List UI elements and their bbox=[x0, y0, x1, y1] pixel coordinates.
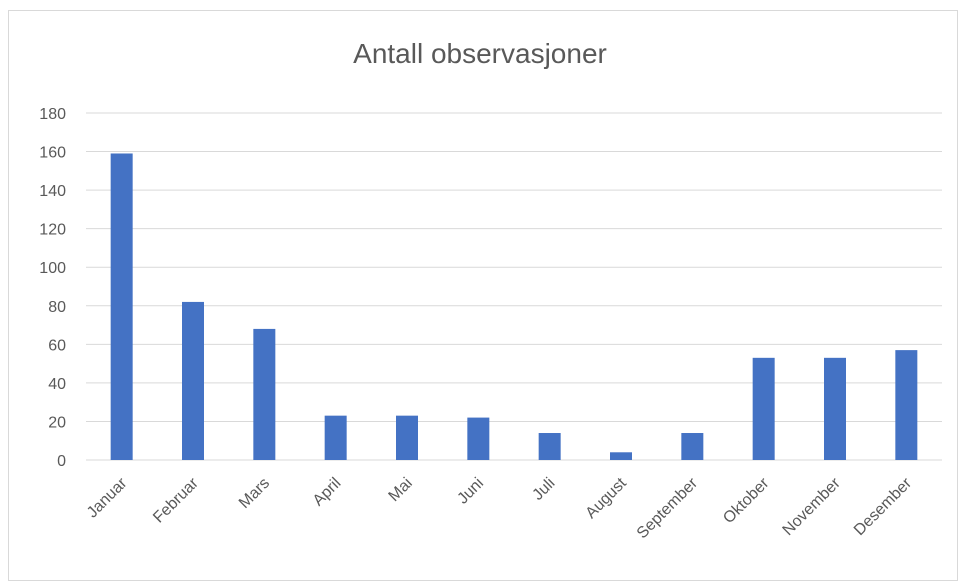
x-tick-label: Januar bbox=[84, 474, 131, 521]
bar-mars bbox=[253, 328, 276, 460]
x-tick-label: September bbox=[634, 474, 702, 542]
x-tick-label: Juli bbox=[529, 475, 558, 504]
y-tick-label: 120 bbox=[39, 222, 66, 239]
x-tick-label: Mai bbox=[386, 475, 416, 505]
bar-mai bbox=[396, 415, 418, 460]
bars bbox=[110, 153, 918, 460]
x-tick-label: November bbox=[780, 474, 845, 539]
chart-frame bbox=[8, 10, 958, 581]
x-tick-label: Desember bbox=[851, 474, 916, 539]
bar-februar bbox=[182, 301, 204, 460]
x-tick-label: Februar bbox=[150, 474, 202, 526]
y-tick-label: 100 bbox=[39, 260, 66, 277]
bar-desember bbox=[895, 350, 918, 460]
x-tick-label: Mars bbox=[236, 475, 273, 512]
bar-juni bbox=[467, 417, 490, 460]
chart-title: Antall observasjoner bbox=[353, 38, 607, 69]
bar-juli bbox=[538, 433, 561, 460]
x-tick-label: Juni bbox=[454, 475, 487, 508]
bar-oktober bbox=[752, 357, 775, 460]
x-tick-label: August bbox=[583, 474, 631, 522]
gridlines bbox=[86, 112, 942, 461]
x-tick-label: April bbox=[310, 475, 345, 510]
y-tick-label: 160 bbox=[39, 145, 66, 162]
y-tick-label: 80 bbox=[48, 299, 66, 316]
bar-november bbox=[824, 357, 846, 460]
bar-januar bbox=[110, 153, 133, 460]
y-tick-label: 0 bbox=[57, 453, 66, 470]
y-tick-label: 60 bbox=[48, 337, 66, 354]
y-tick-label: 180 bbox=[39, 106, 66, 123]
bar-april bbox=[324, 415, 347, 460]
x-axis-ticks: Januar Februar Mars April Mai Juni Juli August S… bbox=[84, 474, 916, 542]
y-tick-label: 140 bbox=[39, 183, 66, 200]
y-tick-label: 40 bbox=[48, 376, 66, 393]
y-axis-ticks: 0 20 40 60 80 100 120 140 160 180 bbox=[39, 106, 66, 470]
bar-august bbox=[610, 452, 632, 460]
bar-september bbox=[681, 433, 704, 460]
x-tick-label: Oktober bbox=[720, 474, 773, 527]
y-tick-label: 20 bbox=[48, 414, 66, 431]
